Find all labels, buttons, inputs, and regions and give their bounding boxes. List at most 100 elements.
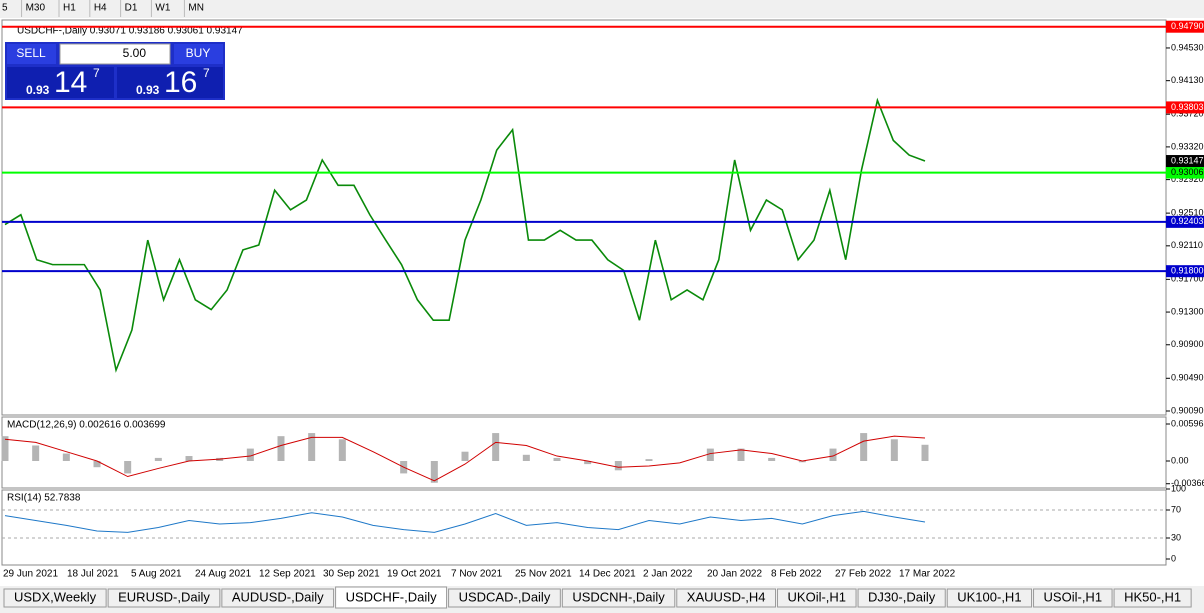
macd-bar [890,439,898,462]
tab[interactable]: UK100-,H1 [946,588,1033,608]
tab-label[interactable]: DJ30-,Daily [868,589,936,604]
tab-label[interactable]: UK100-,H1 [957,589,1021,604]
level-label: 0.93006 [1171,167,1204,177]
x-tick-label: 27 Feb 2022 [835,569,892,580]
x-tick-label: 29 Jun 2021 [3,569,58,580]
y-tick-label: 0.94530 [1171,42,1204,52]
tab-bg[interactable] [561,588,676,608]
lots-input[interactable] [59,43,171,65]
buy-label[interactable]: BUY [186,46,211,60]
ask-box[interactable] [117,67,223,98]
bid-box[interactable] [7,67,114,98]
tab-label[interactable]: USDCHF-,Daily [346,589,438,604]
macd-bar [553,457,561,462]
macd-bar [93,461,101,468]
x-tick-label: 8 Feb 2022 [771,569,822,580]
x-tick-label: 17 Mar 2022 [899,569,956,580]
tab-bg[interactable] [3,588,107,608]
x-tick-label: 19 Oct 2021 [387,569,442,580]
x-tick-label: 2 Jan 2022 [643,569,693,580]
tab[interactable]: USDCAD-,Daily [448,588,561,608]
macd-bar [737,448,745,462]
tab-bg[interactable] [1033,588,1113,608]
trade-panel: SELL 5.00 BUY 0.93 14 7 0.93 16 7 [5,42,225,100]
timeframe-button[interactable]: M30 [26,3,46,14]
current-price-box [1166,155,1204,168]
macd-bar [338,439,346,462]
tab[interactable]: USOil-,H1 [1033,588,1113,608]
bid-frac: 7 [93,66,100,80]
tab-label[interactable]: AUDUSD-,Daily [232,589,324,604]
tab-label[interactable]: USDCAD-,Daily [459,589,551,604]
sell-label[interactable]: SELL [16,46,46,60]
buy-button[interactable] [174,44,223,64]
level-label: 0.94790 [1171,21,1204,31]
macd-bar [706,448,714,462]
x-tick-label: 30 Sep 2021 [323,569,380,580]
y-tick-label: 0.00 [1171,455,1189,465]
tab-bg[interactable] [221,588,335,608]
tab[interactable]: DJ30-,Daily [857,588,946,608]
tab-bg[interactable] [777,588,857,608]
y-tick-label: 0.93320 [1171,141,1204,151]
tab-label[interactable]: USDCNH-,Daily [572,589,665,604]
tab[interactable]: USDX,Weekly [3,588,107,608]
y-tick-label: 0.92110 [1171,240,1203,250]
tab-bg[interactable] [946,588,1033,608]
tab[interactable]: USDCNH-,Daily [561,588,676,608]
y-tick-label: 0.92510 [1171,208,1204,218]
x-tick-label: 7 Nov 2021 [451,569,503,580]
level-label: 0.92403 [1171,216,1204,226]
panel-frame [1,416,1167,489]
tab-label[interactable]: EURUSD-,Daily [118,589,210,604]
timeframe-button[interactable]: D1 [125,3,138,14]
tab-label[interactable]: UKOil-,H1 [788,589,847,604]
tab-label[interactable]: HK50-,H1 [1124,589,1181,604]
macd-bar [829,448,837,462]
timeframe-button[interactable]: 5 [2,3,8,14]
tab-bg[interactable] [857,588,946,608]
timeframe-button[interactable]: H1 [63,3,76,14]
timeframe-button[interactable]: H4 [94,3,107,14]
tab-label[interactable]: USOil-,H1 [1044,589,1103,604]
level-box [1166,215,1204,228]
panel-title: RSI(14) 52.7838 [7,493,81,504]
tab[interactable]: HK50-,H1 [1113,588,1192,608]
tab[interactable]: UKOil-,H1 [777,588,857,608]
x-tick-label: 24 Aug 2021 [195,569,252,580]
tab-bg[interactable] [335,586,448,609]
ask-frac: 7 [203,66,210,80]
price-line [4,510,926,533]
timeframe-button[interactable]: MN [188,3,204,14]
macd-bar [522,454,530,462]
x-tick-label: 25 Nov 2021 [515,569,572,580]
x-tick-label: 20 Jan 2022 [707,569,762,580]
tab-bg[interactable] [676,588,777,608]
tab[interactable]: AUDUSD-,Daily [221,588,335,608]
bid-pips: 14 [54,66,87,99]
macd-bar [124,461,132,474]
macd-bar [430,461,438,483]
sell-button[interactable] [7,44,56,64]
lots-value[interactable]: 5.00 [123,46,147,60]
level-label: 0.91800 [1171,266,1204,276]
tab-label[interactable]: XAUUSD-,H4 [687,589,766,604]
panel-title: USDCHF-,Daily 0.93071 0.93186 0.93061 0.… [17,26,243,37]
tab-bg[interactable] [448,588,561,608]
tab-bg[interactable] [107,588,221,608]
tab[interactable]: EURUSD-,Daily [107,588,221,608]
tab[interactable]: XAUUSD-,H4 [676,588,777,608]
macd-bar [308,433,316,462]
y-tick-label: 70 [1171,504,1181,514]
x-tick-label: 12 Sep 2021 [259,569,316,580]
y-tick-label: 0.91300 [1171,306,1204,316]
tab[interactable]: USDCHF-,Daily [335,586,448,609]
level-label: 0.93803 [1171,102,1204,112]
timeframe-button[interactable]: W1 [155,3,170,14]
tab-bg[interactable] [1113,588,1192,608]
tab-label[interactable]: USDX,Weekly [14,589,97,604]
y-tick-label: -0.003661 [1171,478,1204,488]
macd-bar [921,444,929,462]
